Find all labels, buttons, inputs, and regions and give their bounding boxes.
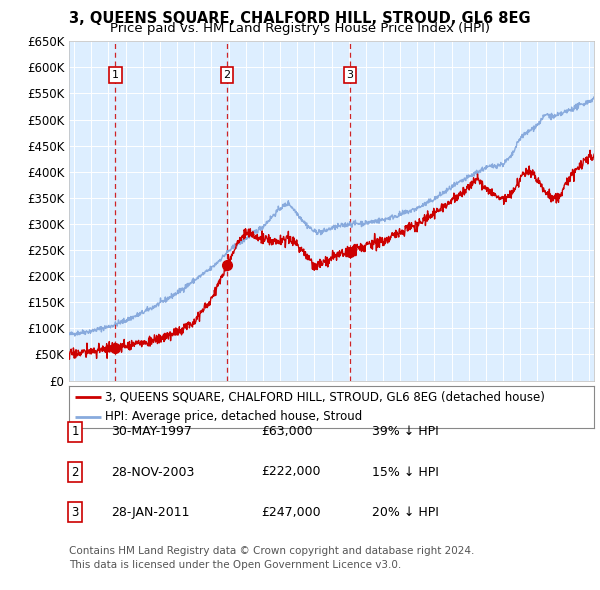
Text: Price paid vs. HM Land Registry's House Price Index (HPI): Price paid vs. HM Land Registry's House …: [110, 22, 490, 35]
Text: HPI: Average price, detached house, Stroud: HPI: Average price, detached house, Stro…: [105, 410, 362, 423]
Text: 28-NOV-2003: 28-NOV-2003: [111, 466, 194, 478]
Text: £63,000: £63,000: [261, 425, 313, 438]
Text: 2: 2: [71, 466, 79, 478]
Text: 3: 3: [71, 506, 79, 519]
Text: 2: 2: [223, 70, 230, 80]
Text: 3, QUEENS SQUARE, CHALFORD HILL, STROUD, GL6 8EG: 3, QUEENS SQUARE, CHALFORD HILL, STROUD,…: [69, 11, 531, 25]
Text: 28-JAN-2011: 28-JAN-2011: [111, 506, 190, 519]
Text: 3: 3: [346, 70, 353, 80]
Text: 20% ↓ HPI: 20% ↓ HPI: [372, 506, 439, 519]
Text: 1: 1: [71, 425, 79, 438]
Text: 1: 1: [112, 70, 119, 80]
Text: 30-MAY-1997: 30-MAY-1997: [111, 425, 192, 438]
Text: £222,000: £222,000: [261, 466, 320, 478]
Text: £247,000: £247,000: [261, 506, 320, 519]
Text: 15% ↓ HPI: 15% ↓ HPI: [372, 466, 439, 478]
Text: Contains HM Land Registry data © Crown copyright and database right 2024.
This d: Contains HM Land Registry data © Crown c…: [69, 546, 475, 570]
Text: 39% ↓ HPI: 39% ↓ HPI: [372, 425, 439, 438]
Text: 3, QUEENS SQUARE, CHALFORD HILL, STROUD, GL6 8EG (detached house): 3, QUEENS SQUARE, CHALFORD HILL, STROUD,…: [105, 390, 545, 404]
